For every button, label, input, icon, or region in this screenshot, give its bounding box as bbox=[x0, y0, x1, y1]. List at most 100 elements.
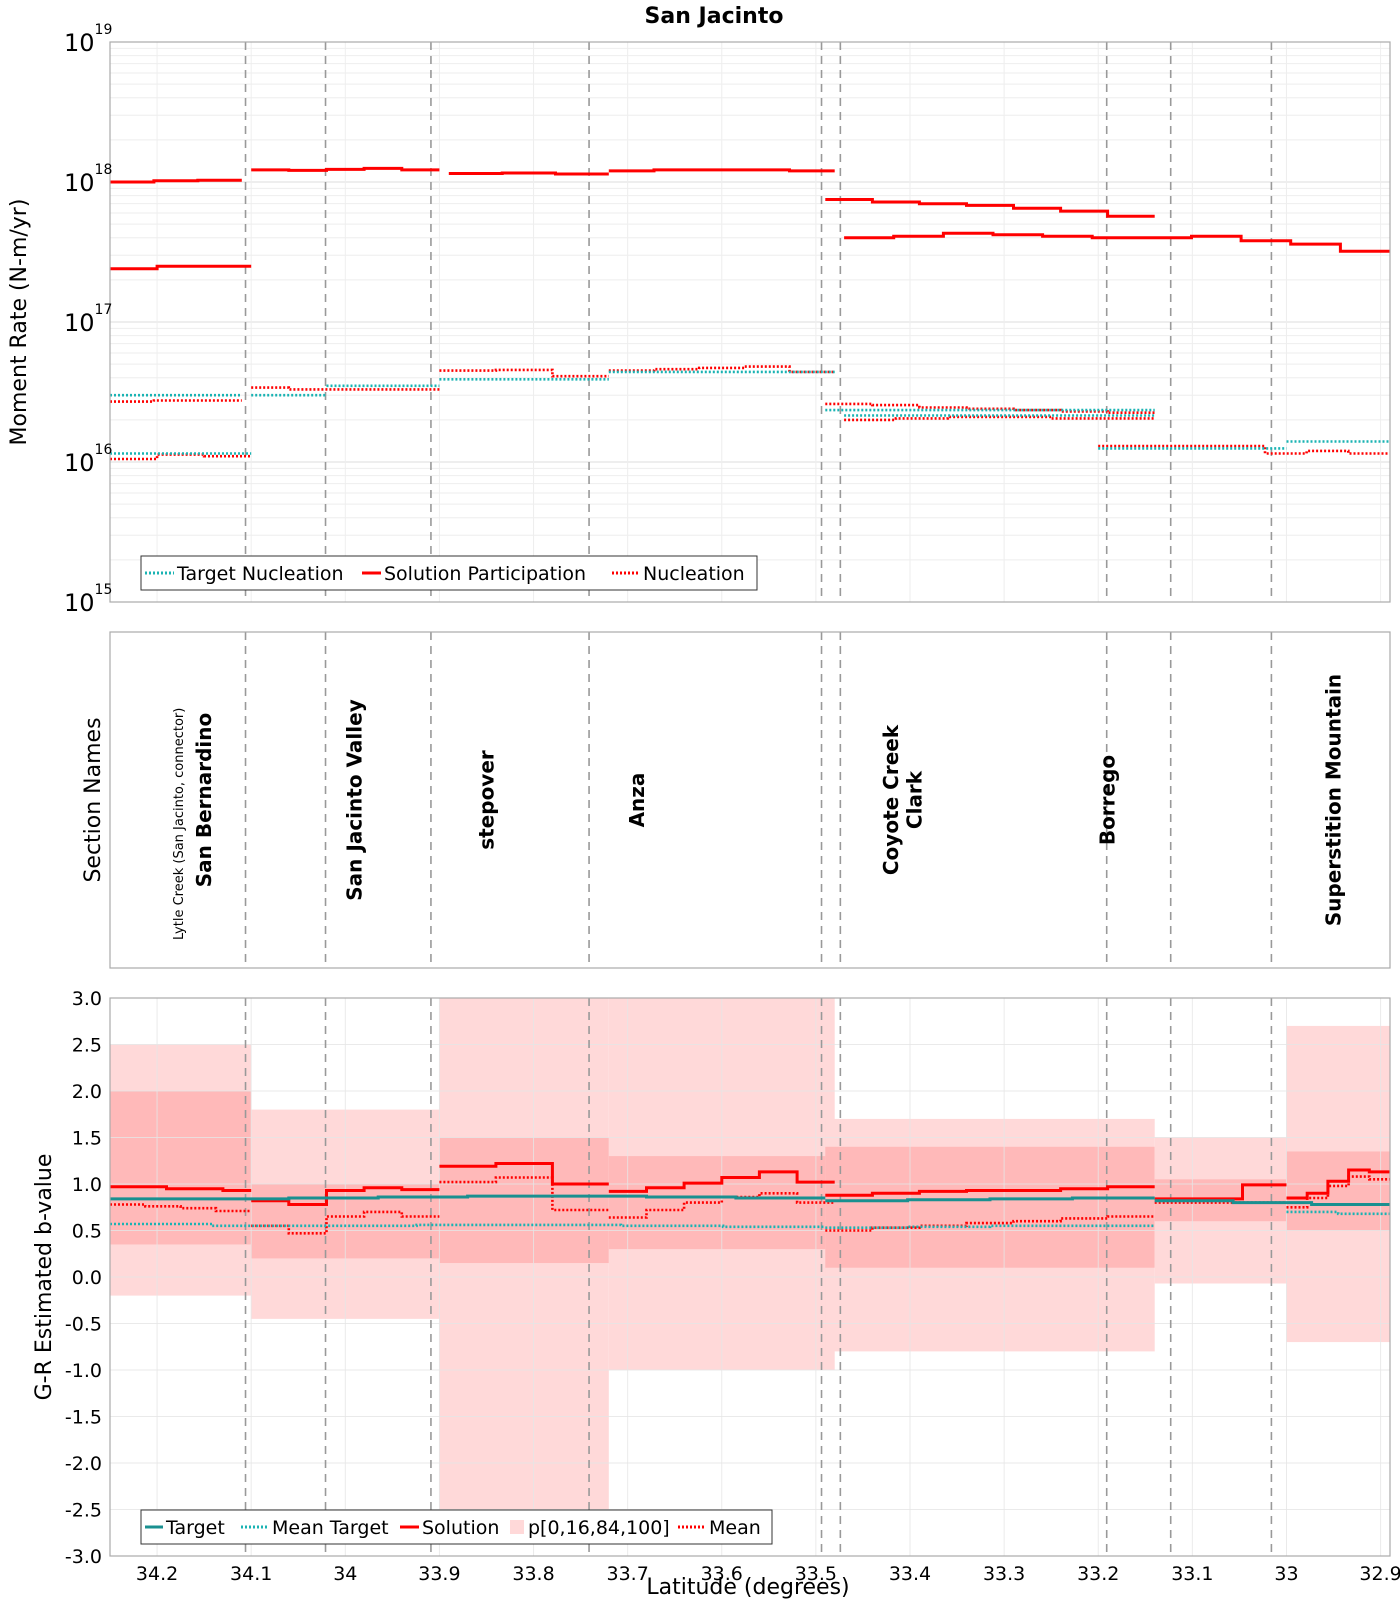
nucleation-line bbox=[1098, 444, 1390, 455]
y-tick-label: 0.0 bbox=[72, 1267, 102, 1289]
percentile-band-inner bbox=[110, 1091, 252, 1245]
target-line bbox=[110, 1194, 826, 1201]
b-value-panel: 3.0 2.5 2.0 1.5 1.0 0.5 0.0 -0.5 -1.0 -1.5 -2.0 -2.… bbox=[32, 988, 1400, 1600]
moment-rate-series bbox=[110, 166, 1390, 461]
moment-rate-y-ticks: 1015 1016 1017 1018 1019 bbox=[64, 22, 112, 617]
legend-label-solution: Solution bbox=[422, 1517, 499, 1539]
section-names-panel: Section Names Lytle Creek (San Jacinto, … bbox=[81, 631, 1391, 969]
b-value-legend: Target Mean Target Solution p[0,16,84,10… bbox=[140, 1509, 773, 1545]
solution-participation-line bbox=[110, 264, 252, 271]
nucleation-line bbox=[844, 415, 1155, 422]
section-name-stepover: stepover bbox=[475, 750, 499, 850]
x-tick-label: 33.9 bbox=[418, 1563, 460, 1585]
y-tick-label: 2.0 bbox=[72, 1081, 102, 1103]
solution-line bbox=[1286, 1168, 1390, 1200]
nucleation-line bbox=[825, 402, 1155, 414]
solution-line bbox=[608, 1170, 835, 1193]
percentile-band-inner bbox=[1286, 1151, 1390, 1231]
nucleation-line bbox=[251, 386, 440, 391]
y-tick-label: 0.5 bbox=[72, 1221, 102, 1243]
x-tick-label: 33.2 bbox=[1077, 1563, 1119, 1585]
section-names-frame bbox=[109, 631, 1391, 969]
x-tick-label: 33.5 bbox=[795, 1563, 837, 1585]
y-tick-label: -2.0 bbox=[65, 1453, 102, 1475]
nucleation-line bbox=[110, 399, 242, 403]
moment-rate-panel: San Jacinto 1015 1016 1017 1018 1019 Moment … bbox=[7, 4, 1391, 617]
moment-rate-grid bbox=[110, 42, 1390, 603]
x-tick-label: 33.4 bbox=[889, 1563, 931, 1585]
x-tick-label: 33.6 bbox=[701, 1563, 743, 1585]
moment-rate-legend-box bbox=[140, 555, 758, 591]
legend-label-mean: Mean bbox=[709, 1517, 761, 1539]
moment-rate-section-boundaries bbox=[244, 42, 1273, 602]
y-tick-label: -1.0 bbox=[65, 1360, 102, 1382]
legend-label-mean-target: Mean Target bbox=[272, 1517, 389, 1539]
y-tick-label: -3.0 bbox=[65, 1546, 102, 1568]
percentile-band-inner bbox=[825, 1146, 1155, 1268]
nucleation-line bbox=[608, 365, 835, 374]
b-value-y-ticks: 3.0 2.5 2.0 1.5 1.0 0.5 0.0 -0.5 -1.0 -1.5 -2.0 -2.… bbox=[65, 988, 102, 1568]
section-name-lytle-creek-san-jacinto-connector: Lytle Creek (San Jacinto, connector) bbox=[172, 708, 187, 940]
y-tick-label: 1.0 bbox=[72, 1174, 102, 1196]
target-line bbox=[1154, 1199, 1390, 1206]
solution-participation-line bbox=[825, 198, 1155, 218]
nucleation-line bbox=[110, 453, 252, 461]
legend-label-percentiles: p[0,16,84,100] bbox=[528, 1517, 670, 1539]
x-tick-label: 34 bbox=[333, 1563, 357, 1585]
x-axis-ticks: 34.2 34.1 34 33.9 33.8 33.7 33.6 33.5 33.4 33.3 33… bbox=[136, 1563, 1400, 1585]
x-axis-label: Latitude (degrees) bbox=[646, 1575, 849, 1600]
mean-target-line bbox=[110, 1222, 826, 1229]
moment-rate-y-label: Moment Rate (N-m/yr) bbox=[7, 199, 32, 446]
chart-title: San Jacinto bbox=[645, 4, 784, 29]
y-tick-label: 1016 bbox=[64, 442, 112, 477]
mean-target-line bbox=[825, 1224, 1155, 1229]
section-name-san-jacinto-valley: San Jacinto Valley bbox=[343, 699, 367, 900]
solution-participation-line bbox=[251, 166, 440, 172]
mean-line bbox=[825, 1215, 1155, 1232]
mean-line bbox=[110, 1203, 252, 1213]
x-tick-label: 33.8 bbox=[512, 1563, 554, 1585]
y-tick-label: 1015 bbox=[64, 582, 112, 617]
mean-line bbox=[608, 1192, 835, 1219]
b-value-series bbox=[110, 1162, 1390, 1235]
solution-line bbox=[825, 1185, 1155, 1197]
section-name-coyote-creek: Coyote Creek bbox=[879, 724, 903, 875]
section-name-superstition-mountain: Superstition Mountain bbox=[1322, 674, 1346, 926]
y-tick-label: -1.5 bbox=[65, 1407, 102, 1429]
y-tick-label: 1018 bbox=[64, 162, 112, 197]
legend-label-target-nucleation: Target Nucleation bbox=[176, 563, 344, 585]
solution-participation-line bbox=[110, 178, 242, 184]
solution-line bbox=[110, 1185, 252, 1192]
solution-line bbox=[1154, 1183, 1287, 1201]
section-name-labels: Lytle Creek (San Jacinto, connector) San … bbox=[172, 674, 1346, 940]
solution-line bbox=[439, 1162, 609, 1186]
x-tick-label: 33 bbox=[1274, 1563, 1298, 1585]
legend-label-nucleation: Nucleation bbox=[643, 563, 745, 585]
b-value-frame bbox=[109, 997, 1391, 1557]
section-names-y-label: Section Names bbox=[81, 717, 106, 882]
mean-target-line bbox=[1286, 1210, 1390, 1216]
legend-label-solution-participation: Solution Participation bbox=[384, 563, 586, 585]
nucleation-line bbox=[439, 368, 609, 378]
b-value-y-label: G-R Estimated b-value bbox=[32, 1154, 57, 1401]
solution-participation-line bbox=[448, 171, 609, 176]
moment-rate-frame bbox=[109, 41, 1391, 603]
x-tick-label: 34.2 bbox=[136, 1563, 178, 1585]
y-tick-label: 1019 bbox=[64, 22, 112, 57]
percentile-band-outer bbox=[439, 998, 609, 1538]
b-value-percentile-bands bbox=[110, 998, 1390, 1538]
y-tick-label: -0.5 bbox=[65, 1314, 102, 1336]
x-tick-label: 34.1 bbox=[230, 1563, 272, 1585]
x-tick-label: 32.9 bbox=[1359, 1563, 1400, 1585]
solution-participation-line bbox=[844, 231, 1390, 253]
b-value-section-boundaries bbox=[244, 998, 1273, 1556]
mean-line bbox=[439, 1176, 609, 1212]
legend-swatch-percentiles bbox=[510, 1520, 524, 1534]
x-tick-label: 33.7 bbox=[606, 1563, 648, 1585]
y-tick-label: 2.5 bbox=[72, 1035, 102, 1057]
section-name-clark: Clark bbox=[903, 770, 927, 829]
y-tick-label: 1.5 bbox=[72, 1128, 102, 1150]
legend-label-target: Target bbox=[165, 1517, 225, 1539]
y-tick-label: -2.5 bbox=[65, 1500, 102, 1522]
